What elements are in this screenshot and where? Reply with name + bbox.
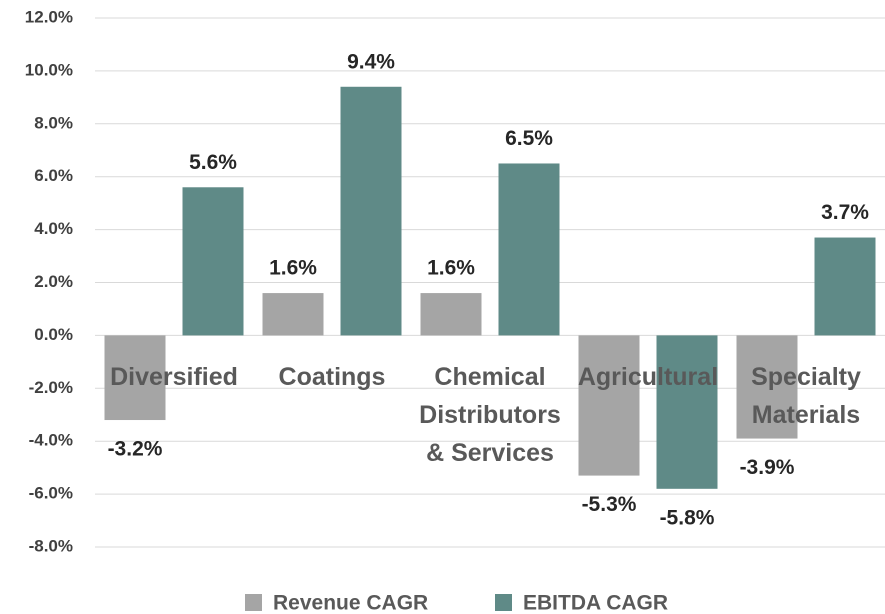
value-label: 9.4% [347,50,395,73]
value-label: -3.9% [740,456,795,479]
y-tick-label: 0.0% [34,325,73,344]
value-label: 6.5% [505,127,553,150]
y-tick-label: 10.0% [25,60,73,79]
y-tick-label: 4.0% [34,219,73,238]
y-tick-label: -2.0% [29,378,73,397]
bar [736,335,798,439]
bar [578,335,640,476]
bar [814,237,876,336]
legend-label: EBITDA CAGR [523,592,668,614]
value-label: -5.8% [660,506,715,529]
y-tick-label: 6.0% [34,166,73,185]
y-tick-label: -8.0% [29,536,73,555]
legend-label: Revenue CAGR [273,592,428,614]
bar [498,163,560,336]
y-tick-label: -4.0% [29,431,73,450]
legend-swatch [495,594,512,611]
value-label: 1.6% [427,257,475,280]
value-label: 5.6% [189,151,237,174]
legend-swatch [245,594,262,611]
value-label: 1.6% [269,257,317,280]
bar [656,335,718,489]
category-label: Coatings [278,363,386,391]
bar [104,335,166,421]
category-label: Diversified [110,363,238,391]
bar [262,293,324,336]
y-tick-label: 2.0% [34,272,73,291]
category-label: Agricultural [577,363,719,391]
y-tick-label: 12.0% [25,7,73,26]
category-label: Specialty Materials [751,363,861,429]
value-label: 3.7% [821,201,869,224]
category-label: Chemical Distributors & Services [419,363,561,467]
bar [420,293,482,336]
bar [182,187,244,336]
y-tick-label: 8.0% [34,113,73,132]
value-label: -3.2% [108,438,163,461]
bar [340,86,402,336]
value-label: -5.3% [582,493,637,516]
y-tick-label: -6.0% [29,484,73,503]
